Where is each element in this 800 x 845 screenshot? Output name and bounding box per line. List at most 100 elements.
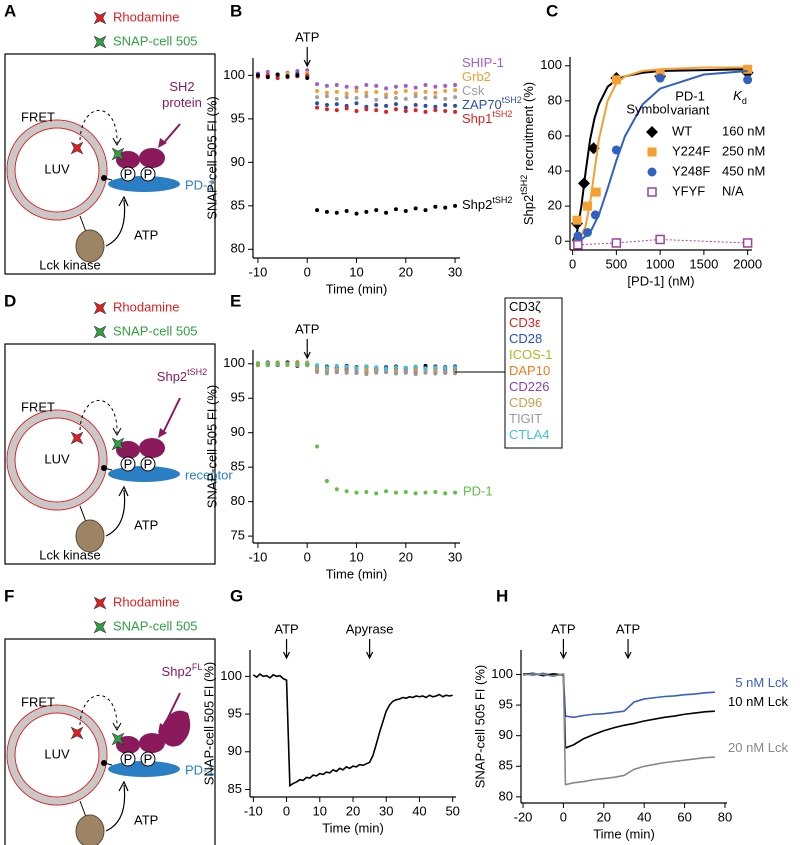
point (443, 102, 448, 107)
point (393, 96, 398, 100)
point (384, 366, 389, 371)
phospho-site (120, 166, 136, 182)
luv-label: LUV (44, 746, 70, 761)
legend-header: PD-1 (675, 88, 705, 103)
y-tick-label: 90 (499, 727, 513, 742)
point (344, 364, 349, 369)
point (334, 89, 339, 94)
series-label-part: CTLA4 (509, 427, 549, 442)
point (611, 75, 621, 85)
point (453, 203, 458, 208)
point (334, 487, 339, 492)
point (384, 103, 389, 108)
trace (522, 672, 715, 786)
atp-arrow (105, 784, 126, 832)
series-label-part: TIGIT (509, 411, 542, 426)
protein-arrowhead (158, 138, 167, 148)
point (354, 89, 359, 94)
annotation: ATP (616, 621, 640, 636)
point (315, 101, 320, 106)
point (265, 75, 270, 80)
phospho-site (140, 456, 156, 472)
series-label: CD226 (509, 379, 549, 394)
point (374, 97, 379, 102)
legend-symbol (647, 147, 657, 157)
point (334, 102, 339, 107)
legend-star (93, 620, 107, 634)
x-tick-label: 10 (313, 803, 327, 818)
kinase (75, 814, 105, 845)
legend-label: Y248F (672, 163, 710, 178)
y-tick-label: 100 (220, 668, 242, 683)
y-tick-label: 80 (499, 788, 513, 803)
y-tick-label: 100 (491, 666, 513, 681)
annotation-arrow (624, 639, 632, 660)
point (433, 108, 438, 113)
anchor-dot (101, 175, 107, 181)
legend-header-part: K (733, 88, 743, 103)
atp-arrow (105, 199, 126, 247)
y-tick-label: 85 (231, 197, 245, 212)
snap-star (111, 147, 125, 161)
point (413, 108, 418, 113)
point (295, 361, 300, 366)
point (403, 83, 408, 88)
annotation: ATP (295, 29, 319, 44)
x-tick-label: 60 (677, 809, 691, 824)
point (354, 370, 359, 375)
legend-header: Kd (733, 88, 747, 106)
point (374, 491, 379, 496)
legend-label: Y224F (672, 143, 710, 158)
phospho-site (140, 166, 156, 182)
point (334, 363, 339, 368)
series-label-part: SHIP-1 (462, 55, 504, 70)
point (423, 89, 428, 94)
x-tick-label: 0 (283, 803, 290, 818)
series-label: ICOS-1 (509, 347, 552, 362)
protein-label: protein (162, 95, 202, 110)
point (334, 369, 339, 374)
series-label-part: tSH2 (502, 95, 522, 105)
legend-label: SNAP-cell 505 (113, 618, 198, 633)
series-label-part: DAP10 (509, 363, 550, 378)
protein-sh2 (116, 441, 140, 459)
y-tick-label: 40 (548, 162, 562, 177)
point (315, 89, 320, 94)
rhodamine-star (70, 141, 84, 155)
x-tick-label: 10 (349, 549, 363, 564)
point (315, 366, 320, 371)
point (275, 72, 280, 77)
legend-star (93, 301, 107, 315)
series-label-part: Shp1 (462, 111, 492, 126)
point (453, 109, 458, 114)
x-tick-label: 20 (399, 549, 413, 564)
protein-label: SH2 (169, 79, 194, 94)
luv-outer (6, 704, 108, 806)
point (572, 215, 582, 225)
y-tick-label: 100 (540, 57, 562, 72)
point (384, 370, 389, 375)
point (265, 69, 270, 74)
series-label-part: Shp2 (462, 197, 492, 212)
point (591, 187, 601, 197)
series-label: 5 nM Lck (735, 676, 788, 691)
annotation: ATP (551, 621, 575, 636)
series-label: 10 nM Lck (728, 695, 788, 710)
point (364, 364, 369, 369)
point (393, 102, 398, 107)
fret-label: FRET (21, 109, 55, 124)
y-axis-label-part: tSH2 (519, 175, 529, 195)
point (364, 90, 369, 95)
y-axis-label: Shp2tSH2 recruitment (%) (519, 82, 536, 225)
point (374, 102, 379, 107)
atp-label: ATP (134, 227, 158, 242)
x-tick-label: 2000 (733, 256, 762, 271)
x-tick-label: 0 (569, 256, 576, 271)
point (324, 371, 329, 376)
fret-arrowhead (112, 427, 122, 437)
x-tick-label: 500 (606, 256, 628, 271)
fret-label: FRET (21, 694, 55, 709)
point (315, 363, 320, 368)
point (393, 84, 398, 89)
